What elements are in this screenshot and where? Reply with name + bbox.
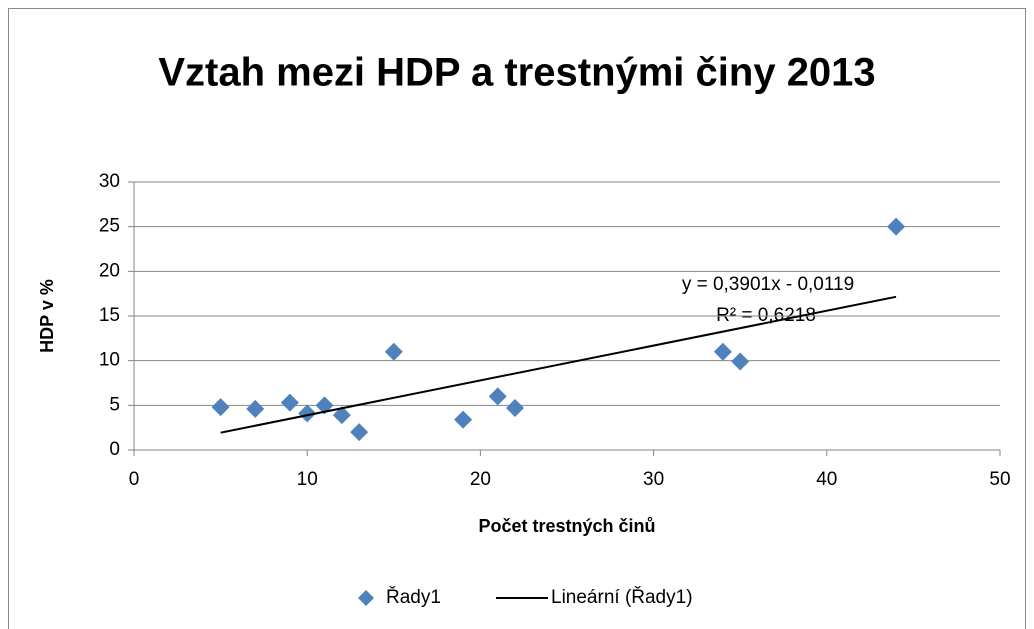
y-tick-label: 30 [99,171,120,192]
legend-swatch [358,590,374,606]
point [298,404,317,423]
legend-label: Lineární (Řady1) [551,586,693,608]
x-tick-label: 0 [129,469,140,490]
x-tick-label: 10 [297,469,318,490]
y-tick-label: 15 [99,305,120,326]
point [731,352,750,371]
y-tick-label: 25 [99,216,120,237]
y-tick-label: 0 [109,439,120,460]
point [211,398,230,417]
point [713,342,732,361]
y-tick-label: 20 [99,260,120,281]
y-tick-label: 10 [99,350,120,371]
y-axis-label: HDP v % [37,279,57,353]
point [887,217,906,236]
x-tick-label: 20 [470,469,491,490]
y-tick-label: 5 [109,394,120,415]
point [315,396,334,415]
trend-equation: y = 0,3901x - 0,0119 [682,274,854,295]
point [506,399,525,418]
legend-label: Řady1 [386,586,441,608]
x-tick-label: 50 [989,469,1010,490]
chart-title: Vztah mezi HDP a trestnými činy 2013 [158,51,875,95]
point [384,342,403,361]
trendline [220,295,897,434]
x-tick-label: 40 [816,469,837,490]
x-axis-label: Počet trestných činů [478,516,655,536]
point [246,399,265,418]
point [280,393,299,412]
x-tick-label: 30 [643,469,664,490]
point [332,406,351,425]
point [350,423,369,442]
chart-frame [8,8,1026,629]
point [454,410,473,429]
point [488,387,507,406]
